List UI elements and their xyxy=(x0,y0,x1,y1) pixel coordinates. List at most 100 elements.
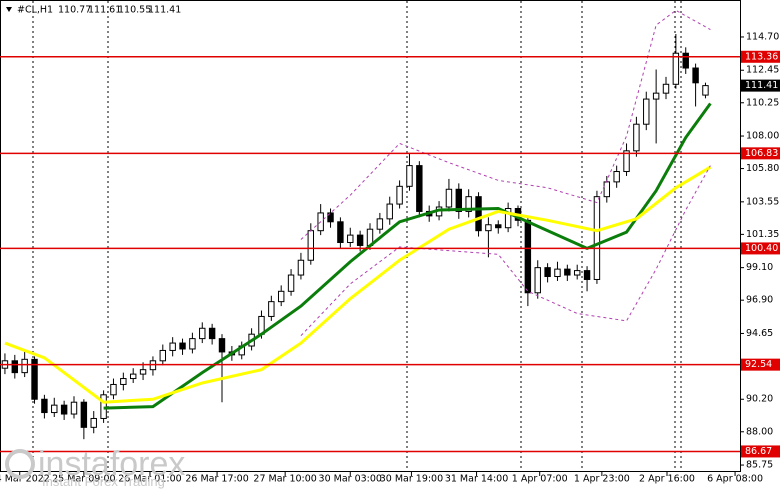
candle-body xyxy=(60,404,68,415)
candle-body xyxy=(603,181,611,198)
candle-body xyxy=(31,358,38,400)
candle-body xyxy=(633,123,640,152)
candle-body xyxy=(337,221,344,244)
level-label: 113.36 xyxy=(745,51,778,62)
candle-body xyxy=(662,83,670,94)
x-tick-label: 25 Mar 09:00 xyxy=(52,474,115,485)
candle-body xyxy=(90,417,97,428)
candle-body xyxy=(21,358,28,374)
candle-body xyxy=(416,165,423,212)
menu-arrow xyxy=(6,7,12,12)
candle-body xyxy=(139,369,147,375)
level-tag xyxy=(741,147,780,160)
y-tick-label: 103.55 xyxy=(746,196,779,207)
x-tick-label: 6 Apr 08:00 xyxy=(707,474,763,485)
y-tick-label: 105.80 xyxy=(746,163,779,174)
level-label: 92.54 xyxy=(745,359,772,370)
y-tick-label: 88.00 xyxy=(746,426,773,437)
candle-body xyxy=(376,218,384,230)
candle-body xyxy=(268,301,275,317)
candle-body xyxy=(406,165,413,187)
candle-body xyxy=(356,234,364,246)
candle-body xyxy=(199,327,206,340)
x-tick-label: 26 Mar 01:00 xyxy=(118,474,181,485)
indicator-line xyxy=(103,102,712,410)
y-tick-label: 108.00 xyxy=(746,131,779,142)
x-tick-label: 30 Mar 19:00 xyxy=(380,474,443,485)
x-tick-label: 26 Mar 17:00 xyxy=(185,474,248,485)
x-tick-label: 1 Apr 07:00 xyxy=(512,474,568,485)
candle-body xyxy=(120,378,127,385)
candle-body xyxy=(179,342,186,350)
symbol: #CL,H1 xyxy=(17,5,53,16)
candle-body xyxy=(208,327,216,340)
indicator-line xyxy=(300,165,711,337)
y-tick-label: 110.25 xyxy=(746,97,779,108)
level-tag xyxy=(741,50,780,63)
candle-body xyxy=(287,274,295,292)
watermark-brand: instaforex xyxy=(38,445,185,483)
candle-body xyxy=(70,401,78,415)
x-tick-label: 30 Mar 03:00 xyxy=(319,474,382,485)
candle-body xyxy=(583,270,591,280)
y-tick-label: 90.20 xyxy=(746,394,773,405)
candle-body xyxy=(159,349,167,362)
y-tick-label: 96.90 xyxy=(746,295,773,306)
candle-body xyxy=(682,52,689,69)
candle-body xyxy=(465,196,472,212)
candle-body xyxy=(652,92,660,100)
x-tick-label: 2 Apr 16:00 xyxy=(639,474,695,485)
candle-body xyxy=(445,188,453,208)
y-tick-label: 101.35 xyxy=(746,229,779,240)
candle-body xyxy=(396,185,403,205)
candle-body xyxy=(297,259,305,276)
candle-body xyxy=(11,360,19,374)
candle-body xyxy=(485,224,492,232)
y-tick-label: 99.10 xyxy=(746,262,773,273)
candle-body xyxy=(386,203,393,220)
y-tick-label: 112.45 xyxy=(746,65,779,76)
candle-body xyxy=(613,171,620,183)
watermark-logo xyxy=(5,449,35,479)
candle-body xyxy=(327,212,334,223)
candle-body xyxy=(218,338,226,353)
price-tag xyxy=(741,79,780,92)
candle-body xyxy=(169,342,176,351)
level-tag xyxy=(741,358,780,371)
level-label: 106.83 xyxy=(745,148,778,159)
level-tag xyxy=(741,242,780,255)
y-tick-label: 85.75 xyxy=(746,460,773,471)
candle-body xyxy=(623,150,630,173)
candle-body xyxy=(189,338,196,350)
y-tick-label: 94.65 xyxy=(746,328,773,339)
x-tick-label: 27 Mar 10:00 xyxy=(253,474,316,485)
candle-body xyxy=(110,383,117,396)
plot-frame xyxy=(0,0,741,472)
level-label: 86.67 xyxy=(745,446,772,457)
open-value: 110.77 xyxy=(58,5,91,16)
candle-body xyxy=(692,67,699,84)
x-tick-label: 1 Apr 23:00 xyxy=(574,474,630,485)
indicator-line xyxy=(4,165,712,404)
candle-body xyxy=(41,398,48,414)
candle-body xyxy=(347,234,354,244)
candle-body xyxy=(307,230,315,261)
candle-body xyxy=(544,267,551,278)
candle-body xyxy=(573,270,581,276)
candle-body xyxy=(593,196,601,280)
price-label: 111.41 xyxy=(745,80,778,91)
candle-body xyxy=(702,85,709,96)
candle-body xyxy=(643,98,650,125)
candle-body xyxy=(504,207,512,229)
watermark-slogan: Instant Forex Trading xyxy=(42,474,165,489)
candle-body xyxy=(277,290,285,303)
candle-body xyxy=(475,196,482,232)
candle-body xyxy=(80,401,88,428)
candle-body xyxy=(534,267,541,294)
indicator-line xyxy=(300,9,711,240)
high-value: 111.61 xyxy=(88,5,121,16)
level-label: 100.40 xyxy=(745,243,778,254)
close-value: 111.41 xyxy=(148,5,181,16)
x-tick-label: 24 Mar 2022 xyxy=(0,474,50,485)
